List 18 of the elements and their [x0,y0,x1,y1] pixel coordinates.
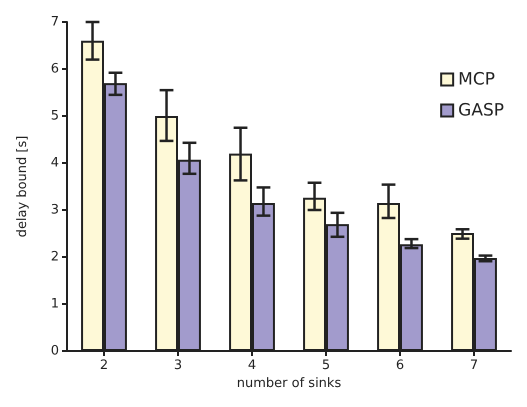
y-tick-label: 0 [50,344,59,358]
x-tick-label: 3 [174,358,182,373]
x-tick-label: 7 [470,358,478,373]
y-tick-label: 2 [50,250,59,264]
legend-label: MCP [458,70,495,90]
y-tick-label: 3 [50,202,59,218]
x-tick-label: 4 [248,358,256,373]
x-axis-title: number of sinks [236,376,342,391]
x-tick-label: 6 [396,358,404,373]
x-tick-label: 5 [322,358,330,373]
y-tick-label: 7 [50,14,59,30]
legend-label: GASP [458,100,504,120]
y-tick-label: 5 [50,108,59,124]
y-tick-label: 4 [50,156,59,170]
y-axis-title: delay bound [s] [15,136,30,238]
y-tick-label: 1 [50,296,59,312]
x-tick-label: 2 [100,358,108,373]
y-tick-label: 6 [50,62,59,76]
